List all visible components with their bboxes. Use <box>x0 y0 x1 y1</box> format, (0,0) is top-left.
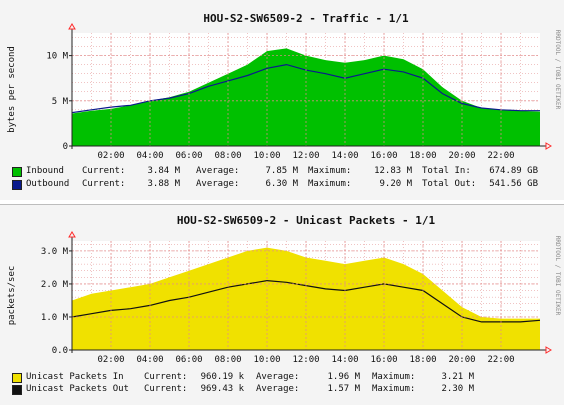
x-tick-label: 22:00 <box>487 151 514 161</box>
y-axis-label: bytes per second <box>7 46 17 133</box>
x-tick-label: 20:00 <box>448 151 475 161</box>
y-tick-label: 0 <box>63 142 68 152</box>
x-tick-label: 22:00 <box>487 355 514 365</box>
unicast-out-swatch <box>12 385 22 395</box>
x-axis-arrow <box>546 347 551 353</box>
unicast-out-maximum-value: 2.30 M <box>420 383 474 395</box>
outbound-maximum-value: 9.20 M <box>356 178 412 190</box>
x-tick-label: 08:00 <box>214 151 241 161</box>
x-tick-label: 12:00 <box>292 151 319 161</box>
x-tick-label: 04:00 <box>136 151 163 161</box>
x-tick-label: 02:00 <box>97 151 124 161</box>
outbound-current-value: 3.88 M <box>128 178 180 190</box>
x-tick-label: 16:00 <box>370 355 397 365</box>
outbound-label: Outbound <box>26 178 69 190</box>
unicast-out-average-label: Average: <box>256 383 299 395</box>
outbound-swatch <box>12 180 22 190</box>
outbound-average-label: Average: <box>196 178 239 190</box>
y-tick-label: 10 M <box>46 52 68 62</box>
x-tick-label: 18:00 <box>409 151 436 161</box>
y-tick-label: 5 M <box>52 97 69 107</box>
chart-title: HOU-S2-SW6509-2 - Traffic - 1/1 <box>203 12 409 25</box>
unicast-in-maximum-value: 3.21 M <box>420 371 474 383</box>
x-tick-label: 16:00 <box>370 151 397 161</box>
inbound-average-label: Average: <box>196 165 239 177</box>
rrdtool-credit: RRDTOOL / TOBI OETIKER <box>554 30 561 110</box>
total-out-label: Total Out: <box>422 178 476 190</box>
x-tick-label: 04:00 <box>136 355 163 365</box>
y-tick-label: 3.0 M <box>41 247 69 257</box>
total-out-value: 541.56 GB <box>478 178 538 190</box>
unicast-out-current-label: Current: <box>144 383 187 395</box>
unicast-in-swatch <box>12 373 22 383</box>
x-tick-label: 06:00 <box>175 151 202 161</box>
inbound-current-label: Current: <box>82 165 125 177</box>
inbound-maximum-value: 12.83 M <box>356 165 412 177</box>
unicast-in-maximum-label: Maximum: <box>372 371 415 383</box>
total-in-value: 674.89 GB <box>478 165 538 177</box>
x-tick-label: 06:00 <box>175 355 202 365</box>
x-tick-label: 12:00 <box>292 355 319 365</box>
unicast-out-average-value: 1.57 M <box>308 383 360 395</box>
outbound-maximum-label: Maximum: <box>308 178 351 190</box>
x-tick-label: 02:00 <box>97 355 124 365</box>
y-tick-label: 2.0 M <box>41 280 69 290</box>
traffic-panel: HOU-S2-SW6509-2 - Traffic - 1/1 0 5 M 10 M 0… <box>0 0 564 200</box>
x-tick-label: 18:00 <box>409 355 436 365</box>
inbound-label: Inbound <box>26 165 64 177</box>
x-tick-label: 10:00 <box>253 151 280 161</box>
x-tick-label: 14:00 <box>331 151 358 161</box>
inbound-swatch <box>12 167 22 177</box>
unicast-in-average-label: Average: <box>256 371 299 383</box>
inbound-maximum-label: Maximum: <box>308 165 351 177</box>
unicast-in-current-value: 960.19 k <box>186 371 244 383</box>
x-tick-label: 14:00 <box>331 355 358 365</box>
y-tick-label: 0.0 <box>52 346 68 356</box>
unicast-out-current-value: 969.43 k <box>186 383 244 395</box>
unicast-in-label: Unicast Packets In <box>26 371 124 383</box>
y-axis-arrow <box>69 232 75 237</box>
unicast-in-average-value: 1.96 M <box>308 371 360 383</box>
y-tick-label: 1.0 M <box>41 313 69 323</box>
inbound-average-value: 7.85 M <box>246 165 298 177</box>
unicast-panel: HOU-S2-SW6509-2 - Unicast Packets - 1/1 0… <box>0 204 564 405</box>
x-axis-arrow <box>546 143 551 149</box>
x-tick-label: 20:00 <box>448 355 475 365</box>
y-axis-arrow <box>69 24 75 29</box>
inbound-current-value: 3.84 M <box>128 165 180 177</box>
outbound-average-value: 6.30 M <box>246 178 298 190</box>
unicast-in-current-label: Current: <box>144 371 187 383</box>
x-tick-label: 10:00 <box>253 355 280 365</box>
unicast-out-maximum-label: Maximum: <box>372 383 415 395</box>
rrdtool-credit: RRDTOOL / TOBI OETIKER <box>554 236 561 316</box>
unicast-out-label: Unicast Packets Out <box>26 383 129 395</box>
chart-title: HOU-S2-SW6509-2 - Unicast Packets - 1/1 <box>177 214 436 227</box>
y-axis-label: packets/sec <box>7 266 17 326</box>
outbound-current-label: Current: <box>82 178 125 190</box>
x-tick-label: 08:00 <box>214 355 241 365</box>
total-in-label: Total In: <box>422 165 471 177</box>
